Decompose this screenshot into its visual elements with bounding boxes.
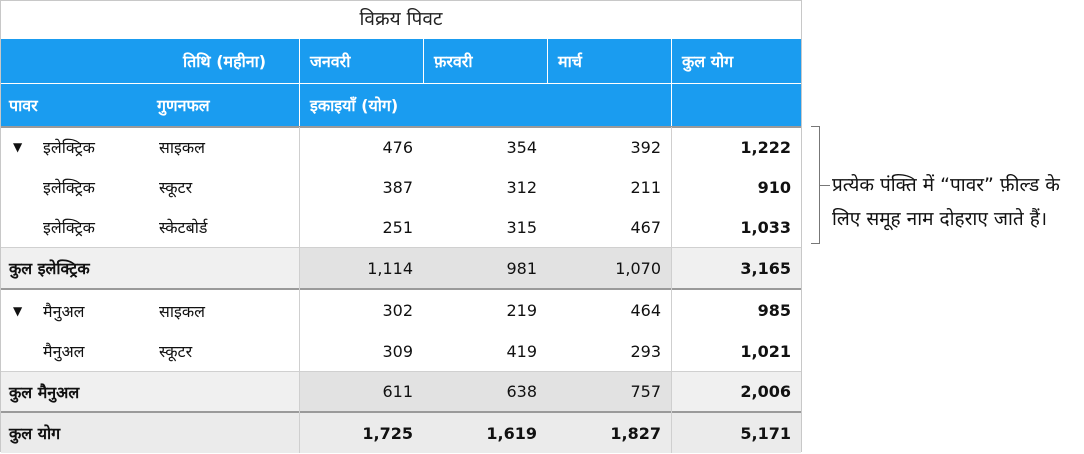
value-cell-total[interactable]: 1,021 xyxy=(740,341,791,361)
row-field-product[interactable]: गुणनफल xyxy=(157,96,210,115)
value-cell-total[interactable]: 2,006 xyxy=(740,382,791,401)
date-field-label[interactable]: तिथि (महीना) xyxy=(183,52,267,71)
grand-total-divider xyxy=(1,411,801,413)
value-cell-feb[interactable]: 312 xyxy=(506,177,537,197)
column-header-january[interactable]: जनवरी xyxy=(299,39,423,83)
column-header-grand-total[interactable]: कुल योग xyxy=(671,39,801,83)
table-row: ▼ इलेक्ट्रिक साइकल 476 354 392 1,222 xyxy=(1,127,801,167)
power-cell[interactable]: मैनुअल xyxy=(1,331,151,371)
header-row-fields: पावर गुणनफल इकाइयाँ (योग) xyxy=(1,84,801,126)
column-header-march[interactable]: मार्च xyxy=(547,39,671,83)
value-cell-total[interactable]: 985 xyxy=(757,301,791,320)
column-divider xyxy=(671,127,672,453)
value-cell-feb[interactable]: 219 xyxy=(506,301,537,320)
header-divider xyxy=(1,83,801,84)
power-label: इलेक्ट्रिक xyxy=(43,138,95,157)
value-cell-jan[interactable]: 1,725 xyxy=(362,423,413,443)
table-row: मैनुअल स्कूटर 309 419 293 1,021 xyxy=(1,331,801,371)
value-cell-mar[interactable]: 293 xyxy=(630,341,661,361)
power-cell[interactable]: ▼ मैनुअल xyxy=(1,290,151,331)
value-cell-total[interactable]: 5,171 xyxy=(740,423,791,443)
value-cell-jan[interactable]: 1,114 xyxy=(299,248,423,288)
collapse-triangle-icon[interactable]: ▼ xyxy=(13,140,23,154)
power-label: इलेक्ट्रिक xyxy=(43,178,95,197)
power-label: मैनुअल xyxy=(43,301,85,321)
subtotal-row: कुल इलेक्ट्रिक 1,114 981 1,070 3,165 xyxy=(1,248,801,288)
collapse-triangle-icon[interactable]: ▼ xyxy=(13,303,23,318)
product-cell[interactable]: स्केटबोर्ड xyxy=(159,218,208,237)
value-cell-feb[interactable]: 354 xyxy=(506,137,537,157)
summary-border xyxy=(1,371,801,372)
value-cell-jan[interactable]: 476 xyxy=(382,137,413,157)
value-cell-jan[interactable]: 611 xyxy=(299,372,423,411)
callout-bracket xyxy=(811,126,820,244)
value-cell-feb[interactable]: 981 xyxy=(423,248,547,288)
header-row-date: तिथि (महीना) जनवरी फ़रवरी मार्च कुल योग xyxy=(1,39,801,83)
value-cell-feb[interactable]: 638 xyxy=(423,372,547,411)
values-field-units[interactable]: इकाइयाँ (योग) xyxy=(299,84,671,126)
value-cell-mar[interactable]: 757 xyxy=(547,372,671,411)
product-cell[interactable]: साइकल xyxy=(159,138,205,157)
value-cell-feb[interactable]: 419 xyxy=(506,341,537,361)
product-cell[interactable]: स्कूटर xyxy=(159,178,193,197)
body-top-border xyxy=(1,126,801,128)
table-row: इलेक्ट्रिक स्कूटर 387 312 211 910 xyxy=(1,167,801,207)
power-cell[interactable]: ▼ इलेक्ट्रिक xyxy=(1,127,151,167)
value-cell-jan[interactable]: 309 xyxy=(382,341,413,361)
value-cell-mar[interactable]: 467 xyxy=(630,217,661,237)
power-cell[interactable]: इलेक्ट्रिक xyxy=(1,207,151,247)
product-cell[interactable]: साइकल xyxy=(159,301,205,321)
value-cell-mar[interactable]: 392 xyxy=(630,137,661,157)
power-label: इलेक्ट्रिक xyxy=(43,218,95,237)
row-field-power[interactable]: पावर xyxy=(9,96,38,115)
value-cell-jan[interactable]: 251 xyxy=(382,217,413,237)
value-cell-mar[interactable]: 1,827 xyxy=(610,423,661,443)
subtotal-row: कुल मैनुअल 611 638 757 2,006 xyxy=(1,372,801,411)
callout-note: प्रत्येक पंक्ति में “पावर” फ़ील्ड के लिए… xyxy=(832,174,1060,230)
table-row: इलेक्ट्रिक स्केटबोर्ड 251 315 467 1,033 xyxy=(1,207,801,247)
value-cell-mar[interactable]: 211 xyxy=(630,177,661,197)
product-cell[interactable]: स्कूटर xyxy=(159,342,193,361)
callout-bracket-tick xyxy=(820,185,830,186)
value-cell-feb[interactable]: 1,619 xyxy=(486,423,537,443)
value-cell-feb[interactable]: 315 xyxy=(506,217,537,237)
grand-total-label[interactable]: कुल योग xyxy=(9,424,61,443)
header-total-blank xyxy=(671,84,801,126)
subtotal-label[interactable]: कुल इलेक्ट्रिक xyxy=(9,259,90,278)
value-cell-total[interactable]: 910 xyxy=(757,177,791,197)
column-header-february[interactable]: फ़रवरी xyxy=(423,39,547,83)
grand-total-row: कुल योग 1,725 1,619 1,827 5,171 xyxy=(1,413,801,453)
summary-border xyxy=(1,247,801,248)
value-cell-jan[interactable]: 387 xyxy=(382,177,413,197)
group-divider xyxy=(1,288,801,290)
value-cell-jan[interactable]: 302 xyxy=(382,301,413,320)
pivot-table: विक्रय पिवट तिथि (महीना) जनवरी फ़रवरी मा… xyxy=(0,0,802,453)
value-cell-mar[interactable]: 464 xyxy=(630,301,661,320)
power-label: मैनुअल xyxy=(43,342,85,361)
value-cell-total[interactable]: 1,033 xyxy=(740,217,791,237)
subtotal-label[interactable]: कुल मैनुअल xyxy=(9,382,80,402)
table-row: ▼ मैनुअल साइकल 302 219 464 985 xyxy=(1,290,801,331)
value-cell-mar[interactable]: 1,070 xyxy=(547,248,671,288)
table-title: विक्रय पिवट xyxy=(359,8,443,30)
value-cell-total[interactable]: 3,165 xyxy=(740,258,791,278)
value-cell-total[interactable]: 1,222 xyxy=(740,137,791,157)
power-cell[interactable]: इलेक्ट्रिक xyxy=(1,167,151,207)
column-divider xyxy=(299,127,300,453)
